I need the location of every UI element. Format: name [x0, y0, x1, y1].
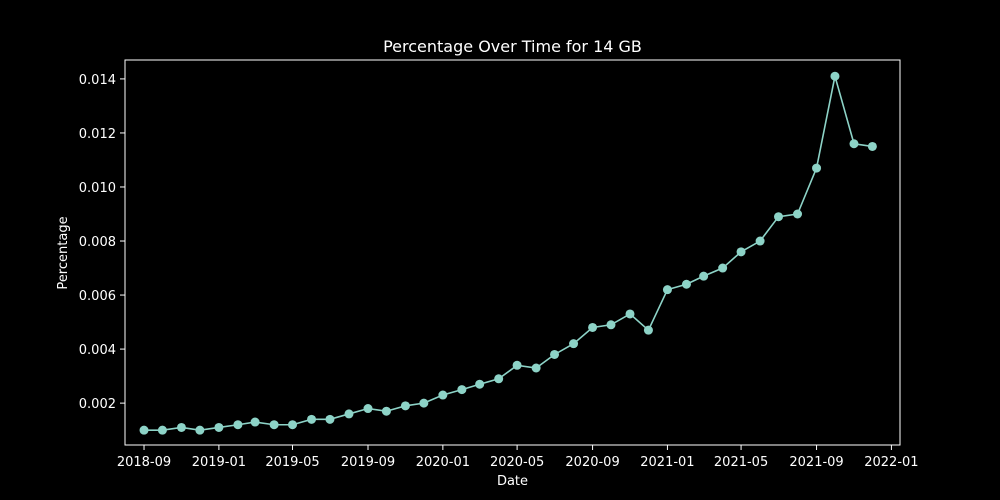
data-point — [849, 139, 859, 149]
data-point — [681, 279, 691, 289]
data-point — [625, 309, 635, 319]
data-point — [325, 414, 335, 424]
data-point — [774, 212, 783, 222]
chart-title: Percentage Over Time for 14 GB — [383, 37, 642, 56]
data-point — [643, 325, 653, 335]
data-point — [475, 379, 485, 389]
data-point — [363, 404, 373, 414]
x-tick-label: 2020-09 — [565, 455, 619, 470]
series-layer — [139, 71, 877, 435]
data-point — [531, 363, 541, 373]
data-point — [139, 425, 149, 435]
data-point — [400, 401, 410, 411]
data-point — [755, 236, 765, 246]
data-point — [457, 385, 467, 395]
data-point — [662, 285, 672, 295]
data-point — [195, 425, 205, 435]
x-tick-label: 2019-09 — [341, 455, 395, 470]
series-line — [144, 75, 873, 431]
y-tick-label: 0.014 — [79, 73, 116, 88]
data-point — [736, 247, 746, 257]
data-point — [550, 349, 560, 359]
data-point — [307, 414, 317, 424]
data-point — [512, 360, 522, 370]
data-point — [250, 417, 260, 427]
data-point — [588, 322, 598, 332]
y-tick-label: 0.012 — [79, 127, 116, 142]
x-tick-label: 2021-09 — [789, 455, 843, 470]
x-tick-label: 2019-01 — [192, 455, 246, 470]
data-point — [419, 398, 429, 408]
y-tick-label: 0.006 — [79, 289, 116, 304]
y-tick-label: 0.008 — [79, 235, 116, 250]
data-point — [830, 71, 840, 81]
data-point — [344, 409, 354, 419]
x-tick-label: 2019-05 — [265, 455, 319, 470]
data-point — [494, 374, 504, 384]
data-point — [718, 263, 728, 273]
x-tick-label: 2021-01 — [640, 455, 694, 470]
data-point — [812, 163, 822, 173]
x-tick-label: 2018-09 — [117, 455, 171, 470]
y-axis-label: Percentage — [56, 216, 71, 289]
x-tick-label: 2022-01 — [864, 455, 918, 470]
data-point — [793, 209, 803, 219]
data-point — [288, 420, 298, 430]
data-point — [606, 320, 616, 330]
data-point — [381, 406, 391, 416]
y-axis-ticks: 0.002 0.004 0.006 0.008 0.010 0.012 0.014 — [79, 73, 125, 412]
x-tick-label: 2020-05 — [490, 455, 544, 470]
y-tick-label: 0.004 — [79, 343, 116, 358]
x-tick-label: 2020-01 — [416, 455, 470, 470]
y-tick-label: 0.002 — [79, 397, 116, 412]
data-point — [233, 420, 243, 430]
data-point — [569, 339, 579, 349]
x-axis-ticks: 2018-09 2019-01 2019-05 2019-09 2020-01 2020-… — [117, 445, 919, 470]
data-point — [214, 422, 224, 432]
x-tick-label: 2021-05 — [714, 455, 768, 470]
data-point — [699, 271, 709, 281]
plot-frame — [124, 59, 901, 446]
y-tick-label: 0.010 — [79, 181, 116, 196]
data-point — [269, 420, 279, 430]
data-point — [176, 422, 186, 432]
x-axis-label: Date — [497, 474, 528, 489]
data-point — [157, 425, 167, 435]
data-point — [438, 390, 448, 400]
data-point — [867, 141, 877, 151]
